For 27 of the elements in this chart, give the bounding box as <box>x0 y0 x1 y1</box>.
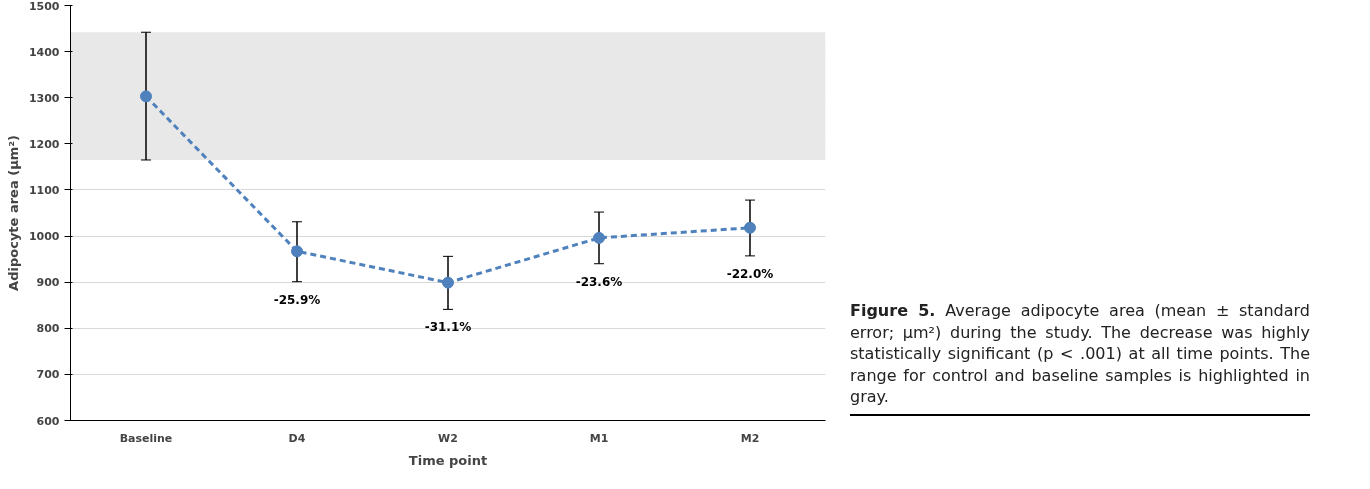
y-tick-label: 1000 <box>28 230 60 244</box>
y-tick-label: 800 <box>36 322 60 336</box>
y-tick-label: 700 <box>36 368 60 382</box>
point <box>140 90 152 103</box>
point <box>744 221 756 234</box>
y-tick-label: 1400 <box>28 45 60 59</box>
y-tick-label: 1200 <box>28 137 60 151</box>
annotation: -23.6% <box>575 274 623 289</box>
y-tick-label: 1500 <box>28 0 60 13</box>
x-tick-label: Baseline <box>119 431 173 445</box>
point <box>442 276 454 289</box>
point <box>593 231 605 244</box>
x-axis-title: Time point <box>408 452 488 468</box>
y-tick-label: 900 <box>36 276 60 290</box>
x-tick-label: M2 <box>740 431 760 445</box>
point <box>291 245 303 258</box>
y-tick-label: 1100 <box>28 183 60 197</box>
y-axis-title: Adipocyte area (μm²) <box>5 135 21 291</box>
caption: Figure 5. <box>850 301 936 320</box>
annotation: -25.9% <box>273 292 321 307</box>
annotation: -22.0% <box>726 266 774 281</box>
x-tick-label: D4 <box>288 431 306 445</box>
x-tick-label: W2 <box>438 431 458 445</box>
x-tick-label: M1 <box>589 431 609 445</box>
y-tick-label: 600 <box>36 414 60 428</box>
y-tick-label: 1300 <box>28 91 60 105</box>
annotation: -31.1% <box>424 320 472 335</box>
